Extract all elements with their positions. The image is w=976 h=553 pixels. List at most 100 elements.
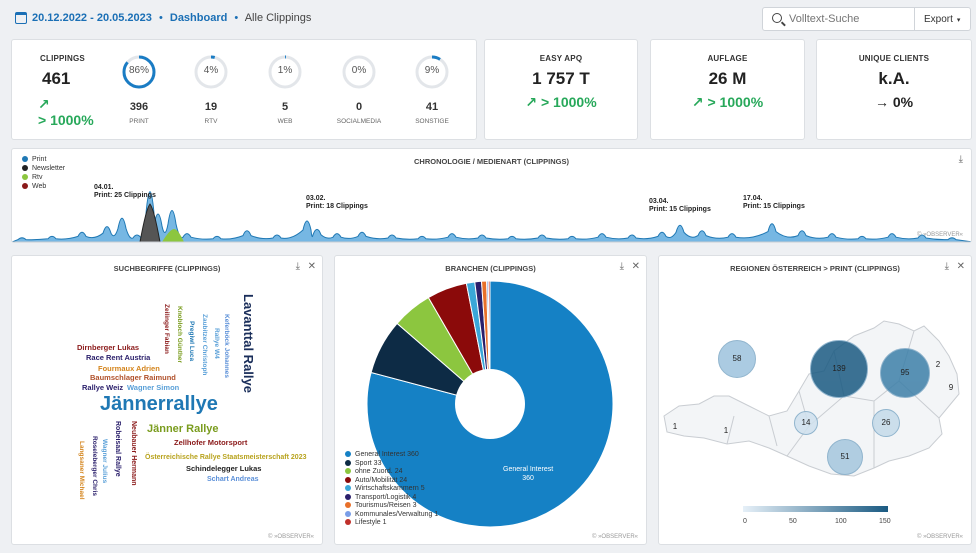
regionen-panel: REGIONEN ÖSTERREICH > PRINT (CLIPPINGS) … — [658, 255, 972, 545]
breadcrumb-dashboard[interactable]: Dashboard — [169, 12, 228, 24]
trend-up-icon: ↗ — [38, 96, 50, 112]
date-range[interactable]: 20.12.2022 - 20.05.2023 — [32, 12, 152, 24]
search-term[interactable]: Dirnberger Lukas — [77, 343, 140, 352]
search-term[interactable]: Zellhofer Motorsport — [174, 438, 248, 447]
legend-label: Transport/Logistik 4 — [355, 493, 417, 501]
pie-legend-item[interactable]: Kommunales/Verwaltung 1 — [345, 510, 439, 518]
search-term[interactable]: Langsaner Michael — [77, 441, 85, 500]
legend-dot — [22, 183, 28, 189]
search-term[interactable]: Wagner Julius — [100, 439, 108, 484]
search-term[interactable]: Zeilinger Fabian — [162, 304, 170, 354]
search-term[interactable]: Race Rent Austria — [86, 353, 151, 362]
calendar-icon[interactable] — [15, 12, 27, 24]
legend-label: Wirtschaftskammern 5 — [355, 485, 425, 492]
regionen-title: REGIONEN ÖSTERREICH > PRINT (CLIPPINGS) — [730, 264, 900, 273]
legend-item-rtv[interactable]: Rtv — [22, 174, 43, 181]
pie-slice-value: 360 — [522, 475, 534, 483]
pie-legend-item[interactable]: Lifestyle 1 — [345, 519, 387, 526]
breadcrumb-current: Alle Clippings — [244, 12, 312, 24]
download-icon[interactable]: ⤓ — [619, 261, 624, 272]
search-input[interactable] — [789, 11, 909, 27]
search-term[interactable]: Neubauer Hermann — [130, 421, 137, 486]
download-icon[interactable]: ⤓ — [295, 261, 300, 272]
search-term[interactable]: Keferböck Johannes — [222, 314, 230, 378]
pie-legend-item[interactable]: Wirtschaftskammern 5 — [345, 485, 425, 492]
suchbegriffe-panel: SUCHBEGRIFFE (CLIPPINGS) ⤓ ✕ Jännerrally… — [11, 255, 323, 545]
media-percent: 86% — [128, 65, 149, 76]
search-term[interactable]: Österreichische Rallye Staatsmeisterscha… — [145, 454, 307, 461]
region-bubble[interactable] — [827, 439, 863, 475]
media-donut-socialmedia[interactable]: 0% — [342, 55, 376, 89]
branchen-panel: BRANCHEN (CLIPPINGS) ⤓ ✕ General Interes… — [334, 255, 647, 545]
media-donut-sonstige[interactable]: 9% — [415, 55, 449, 89]
search-term[interactable]: Rallye Weiz — [82, 383, 124, 392]
branchen-title: BRANCHEN (CLIPPINGS) — [445, 264, 536, 273]
region-value: 95 — [900, 368, 910, 377]
kpi-card-easy-apq[interactable]: EASY APQ 1 757 T ↗ > 1000% — [484, 39, 638, 140]
legend-item-web[interactable]: Web — [22, 183, 46, 190]
media-label: RTV — [204, 118, 218, 125]
kpi-card-auflage[interactable]: AUFLAGE 26 M ↗ > 1000% — [650, 39, 805, 140]
search-term[interactable]: Jänner Rallye — [147, 423, 219, 435]
export-button[interactable]: Export ▾ — [914, 7, 971, 31]
search-term[interactable]: Rallye W4 — [212, 328, 220, 359]
region-value: 51 — [840, 452, 850, 461]
clippings-value: 461 — [42, 69, 71, 88]
annotation-text: Print: 15 Clippings — [649, 206, 711, 214]
region-bubble[interactable] — [810, 340, 868, 398]
search-term[interactable]: Schart Andreas — [207, 476, 259, 483]
legend-item-newsletter[interactable]: Newsletter — [22, 165, 65, 172]
media-donut-rtv[interactable]: 4% — [194, 55, 228, 89]
search-term[interactable]: Zaubitzer Christoph — [200, 314, 208, 376]
search-term[interactable]: Fourmaux Adrien — [98, 364, 160, 373]
pie-legend-item[interactable]: ohne Zuord. 24 — [345, 468, 402, 475]
clippings-card[interactable]: CLIPPINGS 461 ↗ > 1000% 86% 396 PRINT 4% 19 R… — [11, 39, 477, 140]
search-term[interactable]: Wagner Simon — [127, 383, 180, 392]
annotation-date: 03.04. — [649, 198, 669, 205]
download-icon[interactable]: ⤓ — [944, 261, 949, 272]
search-term[interactable]: Schindelegger Lukas — [186, 464, 262, 473]
pie-legend-item[interactable]: Auto/Mobilität 24 — [345, 476, 407, 484]
search-term[interactable]: Jännerrallye — [100, 393, 218, 415]
legend-item-print[interactable]: Print — [22, 156, 46, 163]
pie-legend-item[interactable]: Tourismus/Reisen 3 — [345, 502, 416, 509]
close-icon[interactable]: ✕ — [307, 261, 316, 272]
legend-dot — [345, 519, 351, 525]
download-icon[interactable]: ⤓ — [958, 154, 963, 165]
search-term[interactable]: Lavanttal Rallye — [241, 294, 256, 393]
legend-label: Kommunales/Verwaltung 1 — [355, 510, 439, 518]
region-bubble[interactable] — [872, 409, 900, 437]
pie-legend-item[interactable]: Transport/Logistik 4 — [345, 493, 417, 501]
legend-dot — [345, 485, 351, 491]
search-term[interactable]: Robeisaal Rallye — [114, 421, 121, 477]
region-bubble[interactable] — [880, 348, 930, 398]
annotation-date: 17.04. — [743, 195, 763, 202]
legend-dot — [22, 156, 28, 162]
annotation-text: Print: 18 Clippings — [306, 203, 368, 211]
top-bar: 20.12.2022 - 20.05.2023 • Dashboard • Al… — [0, 0, 976, 38]
media-percent: 0% — [351, 65, 367, 76]
search-term[interactable]: Knobloch Günther — [175, 306, 183, 364]
region-value: 14 — [801, 418, 811, 427]
close-icon[interactable]: ✕ — [956, 261, 965, 272]
search-term[interactable]: Baumschlager Raimund — [90, 373, 176, 382]
search-term[interactable]: Pregiwl Luca — [187, 321, 195, 362]
pie-legend-item[interactable]: Sport 33 — [345, 459, 381, 467]
close-icon[interactable]: ✕ — [631, 261, 640, 272]
pie-slice-name: General Interest — [503, 466, 554, 473]
media-donut-web[interactable]: 1% — [268, 55, 302, 89]
search-term[interactable]: Roseleberger Chris — [90, 436, 98, 496]
pie-legend-item[interactable]: General Interest 360 — [345, 451, 419, 458]
region-bubble[interactable] — [794, 411, 818, 435]
legend-label: Tourismus/Reisen 3 — [355, 502, 417, 509]
annotation-text: Print: 15 Clippings — [743, 203, 805, 211]
breadcrumb: 20.12.2022 - 20.05.2023 • Dashboard • Al… — [32, 12, 311, 24]
kpi-card-unique-clients[interactable]: UNIQUE CLIENTS k.A. → 0% — [816, 39, 972, 140]
media-donut-print[interactable]: 86% — [122, 55, 156, 89]
region-bubble[interactable] — [718, 340, 756, 378]
kpi-title: EASY APQ — [539, 54, 583, 63]
legend-label: Lifestyle 1 — [355, 519, 387, 526]
search-box[interactable] — [762, 7, 915, 31]
series-newsletter-area — [139, 203, 161, 242]
media-count: 5 — [281, 101, 289, 113]
